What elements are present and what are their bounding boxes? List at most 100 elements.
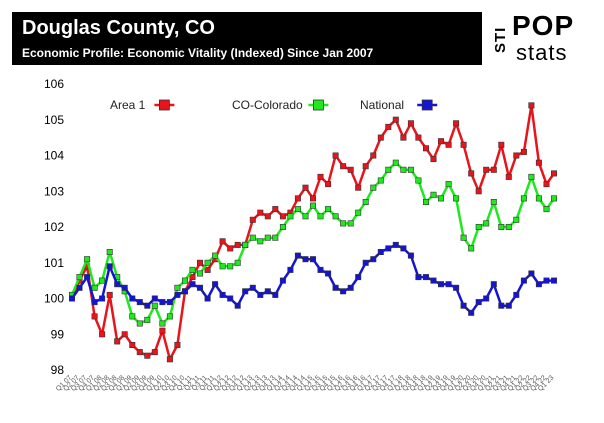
series-0-point	[535, 159, 542, 166]
series-2-point	[197, 284, 204, 291]
series-2-point	[249, 284, 256, 291]
series-0-point	[166, 356, 173, 363]
series-1-point	[513, 216, 520, 223]
series-1-point	[445, 181, 452, 188]
series-0-point	[415, 134, 422, 141]
series-0-point	[257, 209, 264, 216]
series-0-point	[407, 120, 414, 127]
series-2-point	[69, 295, 76, 302]
series-1-point	[309, 202, 316, 209]
series-1-point	[468, 245, 475, 252]
series-0-point	[392, 116, 399, 123]
series-1-point	[407, 166, 414, 173]
series-1-point	[490, 199, 497, 206]
series-0-point	[197, 259, 204, 266]
series-0-point	[520, 148, 527, 155]
page-title: Douglas County, CO	[22, 17, 215, 39]
series-2-point	[317, 266, 324, 273]
series-2-point	[400, 245, 407, 252]
series-0-point	[272, 206, 279, 213]
series-2-point	[84, 274, 91, 281]
series-0-point	[400, 134, 407, 141]
series-2-point	[460, 302, 467, 309]
series-2-point	[189, 281, 196, 288]
series-1-point	[227, 263, 234, 270]
series-0-point	[490, 166, 497, 173]
series-2-point	[505, 302, 512, 309]
series-1-point	[370, 184, 377, 191]
series-0-point	[437, 138, 444, 145]
series-2-point	[490, 281, 497, 288]
series-1-point	[76, 274, 83, 281]
logo-stats-text: stats	[516, 40, 568, 65]
series-2-point	[294, 252, 301, 259]
series-0-point	[189, 274, 196, 281]
series-1-point	[279, 224, 286, 231]
series-1-point	[543, 206, 550, 213]
series-2-point	[106, 263, 113, 270]
series-0-point	[227, 245, 234, 252]
series-0-point	[302, 184, 309, 191]
series-2-point	[370, 256, 377, 263]
legend-swatch-marker	[421, 99, 433, 111]
series-2-point	[91, 299, 98, 306]
series-1-point	[249, 234, 256, 241]
series-1-point	[242, 241, 249, 248]
series-2-point	[174, 291, 181, 298]
series-2-point	[121, 284, 128, 291]
series-2-point	[151, 295, 158, 302]
logo-pop-text: POP	[512, 10, 575, 41]
series-2-point	[385, 245, 392, 252]
series-2-point	[234, 302, 241, 309]
series-1-point	[264, 234, 271, 241]
series-2-point	[528, 270, 535, 277]
y-tick-label: 103	[44, 184, 64, 198]
series-2-point	[332, 284, 339, 291]
series-0-point	[445, 141, 452, 148]
series-2-point	[129, 295, 136, 302]
series-2-point	[347, 284, 354, 291]
series-1-point	[520, 195, 527, 202]
series-0-point	[91, 313, 98, 320]
series-1-point	[182, 277, 189, 284]
series-1-point	[159, 320, 166, 327]
series-0-point	[453, 120, 460, 127]
series-1-point	[340, 220, 347, 227]
series-2-point	[483, 295, 490, 302]
series-0-point	[121, 331, 128, 338]
series-0-point	[234, 241, 241, 248]
series-1-point	[272, 234, 279, 241]
series-2-point	[159, 299, 166, 306]
series-2-point	[144, 302, 151, 309]
series-0-point	[460, 141, 467, 148]
y-tick-label: 99	[51, 327, 65, 341]
series-0-point	[332, 152, 339, 159]
series-1-point	[377, 177, 384, 184]
series-1-point	[528, 173, 535, 180]
legend-label: National	[360, 98, 404, 112]
series-0-point	[249, 216, 256, 223]
series-2-point	[407, 252, 414, 259]
series-1-point	[332, 213, 339, 220]
series-1-point	[392, 159, 399, 166]
y-tick-label: 104	[44, 149, 64, 163]
series-0-point	[136, 349, 143, 356]
series-0-point	[385, 123, 392, 130]
series-0-point	[309, 195, 316, 202]
series-2-point	[535, 281, 542, 288]
series-2-point	[136, 299, 143, 306]
y-tick-label: 105	[44, 113, 64, 127]
series-1-point	[483, 220, 490, 227]
page-subtitle: Economic Profile: Economic Vitality (Ind…	[22, 46, 374, 60]
series-2-point	[520, 277, 527, 284]
series-0-point	[99, 331, 106, 338]
series-1-point	[136, 320, 143, 327]
series-0-point	[294, 195, 301, 202]
series-2-point	[362, 259, 369, 266]
series-1-point	[174, 284, 181, 291]
series-2-point	[227, 295, 234, 302]
series-2-point	[422, 274, 429, 281]
series-1-point	[219, 263, 226, 270]
series-0-point	[317, 173, 324, 180]
